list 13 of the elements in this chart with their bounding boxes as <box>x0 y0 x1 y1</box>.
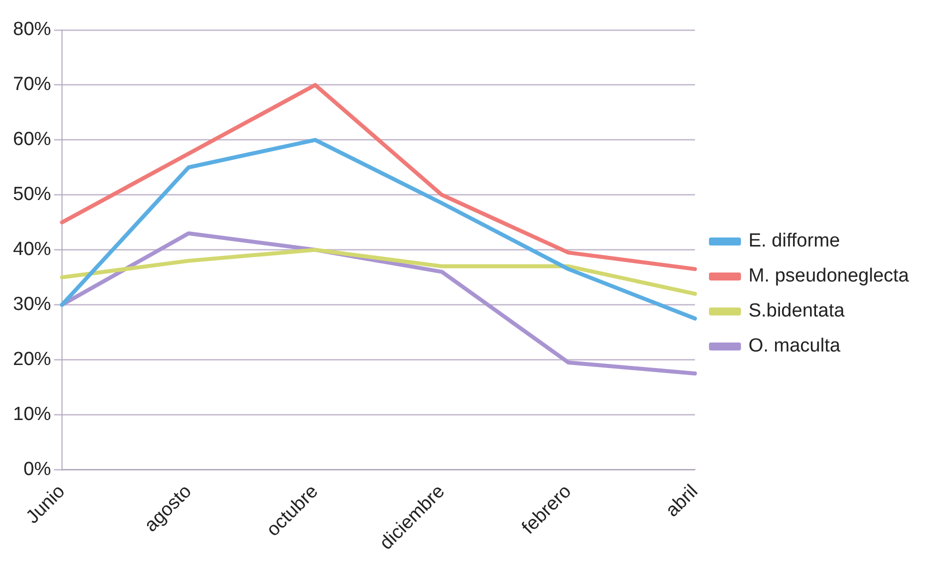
legend-label: O. maculta <box>748 336 841 357</box>
y-tick-label: 60% <box>12 129 52 150</box>
y-tick-label: 0% <box>24 458 52 480</box>
y-tick-label: 10% <box>12 404 52 425</box>
y-tick-label: 70% <box>12 74 52 96</box>
legend-label: S.bidentata <box>748 300 846 322</box>
y-tick-label: 50% <box>12 184 52 206</box>
y-tick-label: 40% <box>12 239 52 260</box>
y-tick-label: 20% <box>12 348 52 370</box>
legend-label: E. difforme <box>748 230 840 252</box>
y-tick-label: 30% <box>12 294 52 316</box>
legend-label: M. pseudoneglecta <box>748 266 910 287</box>
y-tick-label: 80% <box>12 19 52 40</box>
